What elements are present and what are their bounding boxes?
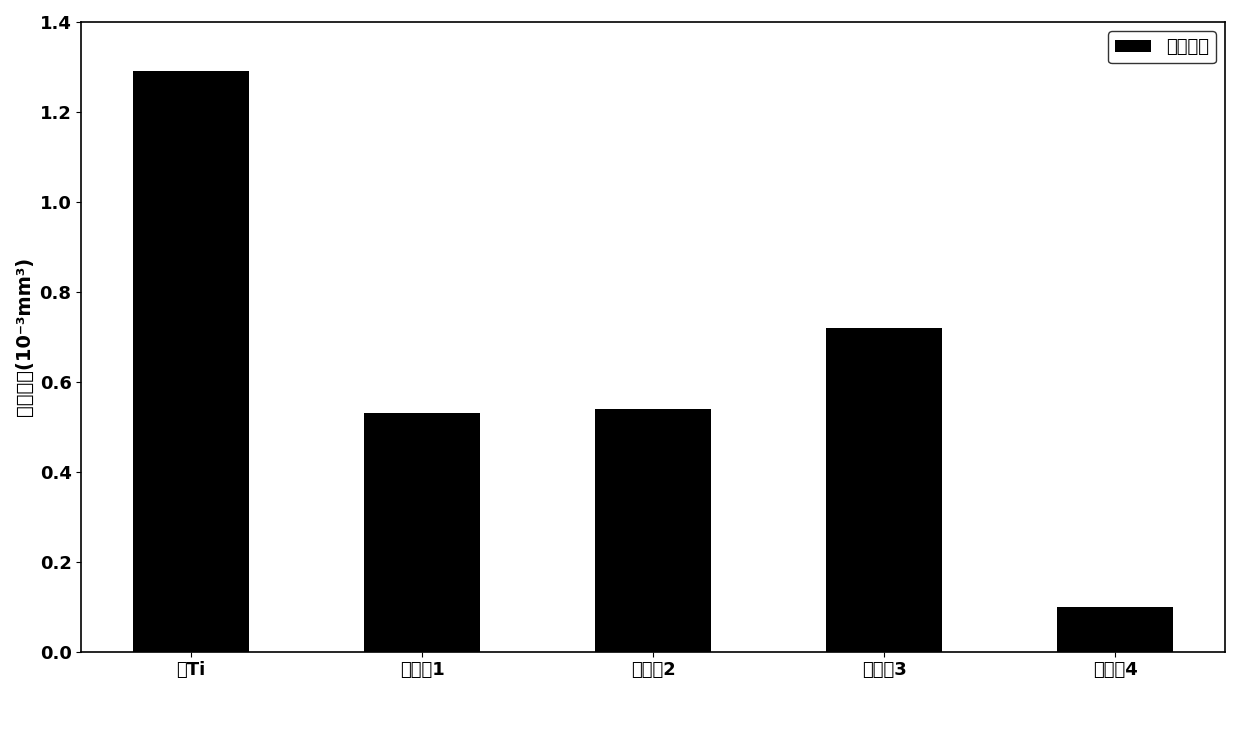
- Bar: [365, 413, 480, 652]
- Y-axis label: 磨损体积(10⁻³mm³): 磨损体积(10⁻³mm³): [15, 257, 33, 417]
- Bar: [1058, 607, 1173, 652]
- Bar: [595, 409, 711, 652]
- Bar: [133, 72, 249, 652]
- Bar: [826, 328, 942, 652]
- Legend: 磨损体积: 磨损体积: [1109, 31, 1216, 64]
